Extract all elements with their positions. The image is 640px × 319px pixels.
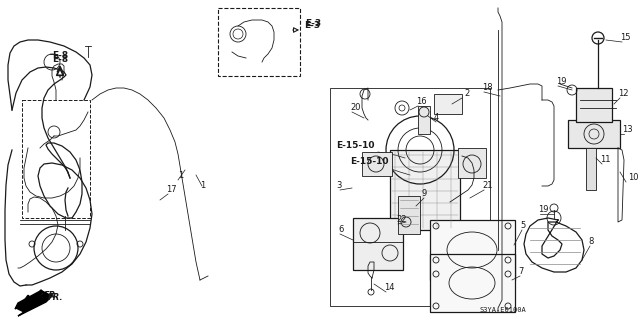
Text: 1: 1: [200, 181, 205, 190]
Text: 7: 7: [518, 267, 524, 276]
Text: 16: 16: [416, 97, 427, 106]
Bar: [22, 100, 90, 218]
Bar: [434, 94, 462, 114]
Text: E-15-10: E-15-10: [336, 141, 374, 150]
Text: 12: 12: [618, 89, 628, 98]
Text: E-3: E-3: [305, 19, 321, 28]
Bar: [430, 220, 515, 280]
Text: 5: 5: [520, 221, 525, 230]
Bar: [458, 148, 486, 178]
Bar: [390, 150, 460, 230]
Text: E-8: E-8: [52, 51, 68, 60]
Bar: [398, 196, 420, 234]
Text: 20: 20: [350, 103, 360, 112]
Text: 6: 6: [338, 225, 344, 234]
Text: 19: 19: [538, 205, 548, 214]
Polygon shape: [15, 290, 42, 309]
Bar: [430, 254, 515, 312]
Bar: [353, 218, 403, 270]
Text: FR.: FR.: [48, 293, 63, 302]
Text: FR.: FR.: [44, 291, 60, 300]
Text: 18: 18: [482, 83, 493, 92]
Text: S3YA-E0100A: S3YA-E0100A: [480, 307, 527, 313]
Bar: [418, 106, 430, 134]
Text: 13: 13: [622, 125, 632, 134]
Text: 1: 1: [178, 171, 183, 180]
Text: 11: 11: [600, 155, 611, 164]
Bar: [362, 152, 392, 176]
Text: 14: 14: [384, 283, 394, 292]
Bar: [586, 148, 596, 190]
Text: E-3: E-3: [304, 21, 320, 30]
Text: 19: 19: [556, 77, 566, 86]
Bar: [218, 8, 300, 76]
Text: 8: 8: [588, 237, 593, 246]
Text: 17: 17: [166, 185, 177, 194]
Text: 4: 4: [434, 113, 439, 122]
Bar: [568, 120, 620, 148]
Polygon shape: [16, 290, 52, 316]
Text: 21: 21: [482, 181, 493, 190]
Text: E-15-10: E-15-10: [350, 157, 388, 166]
Text: 2: 2: [464, 89, 469, 98]
Text: 3: 3: [336, 181, 341, 190]
Bar: [330, 88, 490, 306]
Bar: [576, 88, 612, 122]
Text: 22: 22: [396, 215, 406, 224]
Text: 9: 9: [422, 189, 428, 198]
Text: 15: 15: [620, 33, 630, 42]
Text: 10: 10: [628, 173, 639, 182]
Text: E-8: E-8: [52, 55, 68, 64]
